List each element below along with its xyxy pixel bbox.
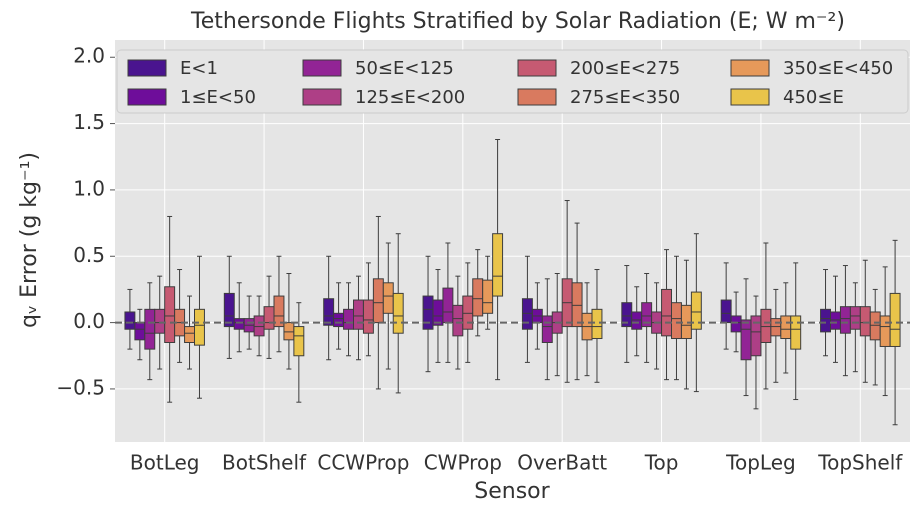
box <box>273 295 285 328</box>
box <box>293 326 305 357</box>
box <box>740 319 752 361</box>
box <box>392 292 404 334</box>
box <box>323 298 335 326</box>
box <box>382 282 394 314</box>
legend-label: 125≤E<200 <box>355 87 465 108</box>
x-tick-label: TopShelf <box>817 451 903 475</box>
box <box>372 278 384 324</box>
x-tick-label: CCWProp <box>317 451 409 475</box>
box <box>730 315 742 333</box>
box <box>869 311 881 341</box>
box <box>223 292 235 328</box>
legend-label: 50≤E<125 <box>355 58 454 79</box>
box <box>770 318 782 337</box>
legend-swatch <box>302 59 342 77</box>
box <box>333 312 345 328</box>
box <box>442 287 454 324</box>
y-tick-label: 1.5 <box>73 110 105 134</box>
box <box>253 315 265 337</box>
legend-swatch <box>517 59 557 77</box>
x-tick-label: TopLeg <box>725 451 796 475</box>
box <box>591 308 603 340</box>
chart-title: Tethersonde Flights Stratified by Solar … <box>190 9 845 34</box>
box <box>154 308 166 334</box>
y-tick-label: −0.5 <box>56 375 105 399</box>
legend-label: 1≤E<50 <box>180 87 256 108</box>
box <box>849 306 861 330</box>
box <box>879 315 891 347</box>
box <box>859 306 871 337</box>
x-tick-label: Top <box>644 451 679 475</box>
box <box>362 299 374 334</box>
box <box>343 308 354 330</box>
box <box>134 322 146 341</box>
legend-label: 275≤E<350 <box>570 87 680 108</box>
legend-swatch <box>730 88 770 106</box>
box <box>144 308 156 350</box>
box <box>820 308 831 333</box>
box <box>760 308 772 343</box>
box <box>492 233 504 297</box>
box <box>521 298 533 330</box>
box <box>839 306 851 334</box>
box <box>194 308 205 346</box>
box <box>233 318 245 330</box>
box <box>631 311 643 330</box>
box <box>422 295 434 330</box>
legend-swatch <box>127 59 167 77</box>
legend-label: E<1 <box>180 58 218 79</box>
legend-swatch <box>517 88 557 106</box>
box <box>432 299 444 326</box>
box <box>482 279 494 314</box>
y-axis-label: qᵥ Error (g kg⁻¹) <box>17 152 42 328</box>
box <box>472 278 484 317</box>
box <box>720 299 732 324</box>
box <box>452 304 464 337</box>
box <box>283 322 295 341</box>
x-tick-label: BotShelf <box>222 451 307 475</box>
y-tick-label: 1.0 <box>73 176 105 200</box>
x-tick-label: BotLeg <box>130 451 200 475</box>
legend-swatch <box>302 88 342 106</box>
box <box>164 286 176 343</box>
box <box>353 299 364 330</box>
box <box>830 311 841 330</box>
box <box>462 295 474 330</box>
box <box>661 288 672 337</box>
marks <box>124 139 901 426</box>
box <box>790 315 802 350</box>
box <box>263 306 275 330</box>
box <box>671 302 682 340</box>
legend-label: 450≤E <box>783 87 844 108</box>
box <box>889 292 901 347</box>
box <box>571 282 583 328</box>
y-tick-label: 0.0 <box>73 309 105 333</box>
y-tick-label: 2.0 <box>73 44 105 68</box>
y-tick-label: 0.5 <box>73 243 105 267</box>
box <box>541 315 553 343</box>
box <box>690 291 702 330</box>
box <box>184 326 195 343</box>
legend-label: 350≤E<450 <box>783 58 893 79</box>
x-axis-label: Sensor <box>474 479 550 504</box>
box <box>780 315 792 340</box>
x-tick-label: CWProp <box>424 451 502 475</box>
box <box>124 311 136 330</box>
legend-swatch <box>127 88 167 106</box>
legend-label: 200≤E<275 <box>570 58 680 79</box>
legend-swatch <box>730 59 770 77</box>
x-tick-label: OverBatt <box>517 451 607 475</box>
